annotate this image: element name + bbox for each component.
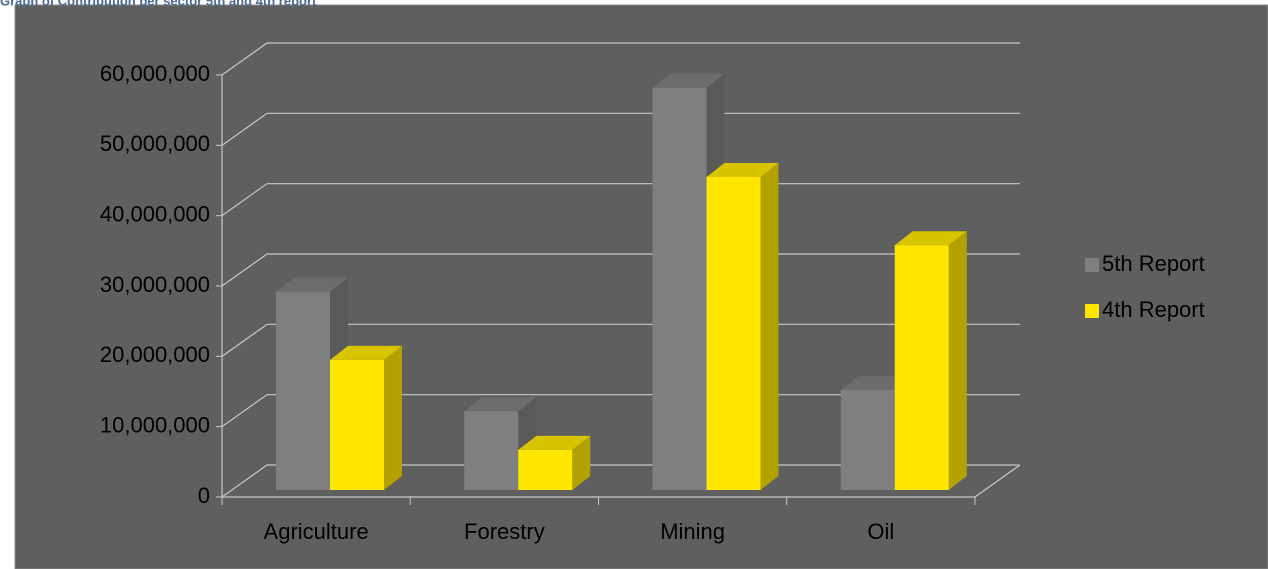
bar-top — [276, 277, 348, 292]
y-tick-label: 60,000,000 — [100, 61, 210, 86]
y-tick-label: 30,000,000 — [100, 272, 210, 297]
grid-line — [221, 42, 1020, 76]
chart-title: Graph of Contribution per sector 5th and… — [0, 0, 317, 8]
x-tick-label: Mining — [660, 519, 725, 544]
y-tick-label: 40,000,000 — [100, 201, 210, 226]
x-tick-label: Oil — [867, 519, 894, 544]
bar — [464, 411, 519, 490]
bar — [330, 359, 384, 490]
bar-top — [330, 345, 402, 360]
y-tick-label: 0 — [198, 483, 210, 508]
bar — [276, 291, 330, 490]
bar — [894, 245, 949, 490]
bar-top — [518, 435, 591, 450]
bar-side — [572, 435, 591, 490]
bar-top — [652, 73, 725, 88]
bar — [840, 390, 895, 490]
bar-top — [706, 163, 779, 178]
y-tick-label: 10,000,000 — [100, 412, 210, 437]
grid-line — [221, 112, 1020, 146]
y-tick-label: 50,000,000 — [100, 131, 210, 156]
bar — [652, 87, 707, 491]
bar-top — [464, 397, 537, 412]
chart-area — [14, 4, 1268, 569]
bar-side — [948, 231, 967, 491]
legend-label: 4th Report — [1102, 297, 1205, 322]
x-tick-label: Agriculture — [264, 519, 369, 544]
bar-side — [760, 163, 779, 490]
legend-swatch — [1085, 304, 1099, 318]
bar-side — [384, 345, 402, 490]
bar — [706, 177, 761, 490]
x-tick-label: Forestry — [464, 519, 545, 544]
bar — [518, 449, 573, 490]
bar-top — [894, 231, 967, 246]
legend-label: 5th Report — [1102, 251, 1205, 276]
legend-swatch — [1085, 258, 1099, 272]
y-tick-label: 20,000,000 — [100, 342, 210, 367]
